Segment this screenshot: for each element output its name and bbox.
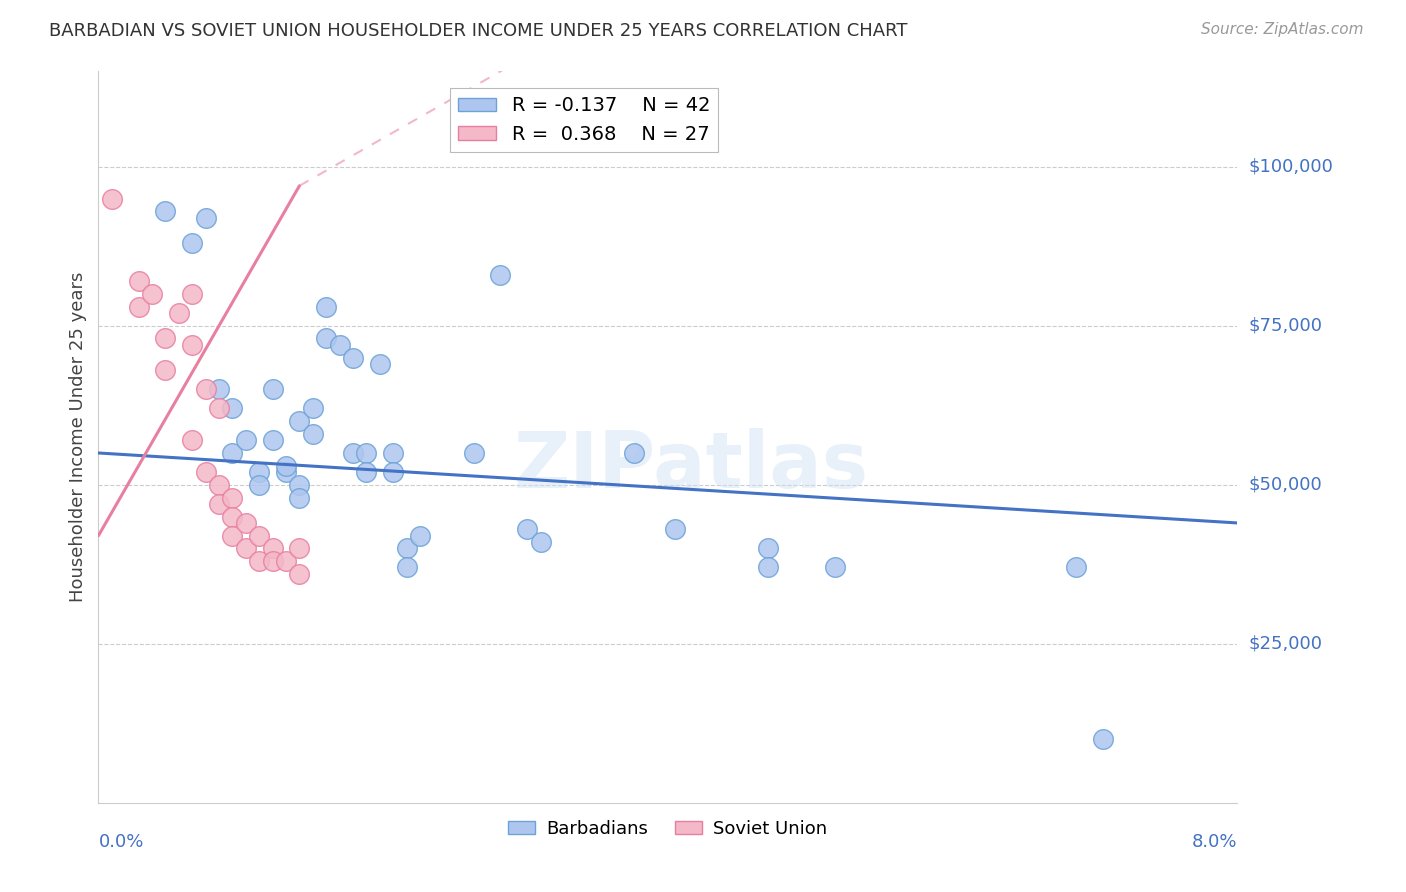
Point [221, 491, 243, 505]
Point [262, 434, 284, 448]
Y-axis label: Householder Income Under 25 years: Householder Income Under 25 years [69, 272, 87, 602]
Point [208, 477, 231, 491]
Point [155, 363, 177, 377]
Point [356, 465, 378, 479]
Point [181, 434, 204, 448]
Point [208, 383, 231, 397]
Point [167, 306, 190, 320]
Point [274, 554, 297, 568]
Point [247, 529, 270, 543]
Text: 8.0%: 8.0% [1192, 833, 1237, 851]
Point [301, 426, 323, 441]
Point [368, 357, 391, 371]
Point [516, 522, 538, 536]
Point [235, 516, 257, 530]
Point [463, 446, 485, 460]
Point [235, 541, 257, 556]
Point [274, 465, 297, 479]
Point [329, 338, 352, 352]
Point [181, 338, 204, 352]
Point [756, 560, 779, 574]
Point [342, 351, 364, 365]
Point [208, 497, 231, 511]
Text: 0.0%: 0.0% [98, 833, 143, 851]
Point [262, 554, 284, 568]
Point [409, 529, 432, 543]
Point [489, 268, 512, 282]
Point [1092, 732, 1115, 747]
Point [288, 541, 311, 556]
Point [382, 446, 405, 460]
Text: ZIPatlas: ZIPatlas [513, 428, 868, 504]
Point [301, 401, 323, 416]
Text: Source: ZipAtlas.com: Source: ZipAtlas.com [1201, 22, 1364, 37]
Text: BARBADIAN VS SOVIET UNION HOUSEHOLDER INCOME UNDER 25 YEARS CORRELATION CHART: BARBADIAN VS SOVIET UNION HOUSEHOLDER IN… [49, 22, 908, 40]
Point [1066, 560, 1088, 574]
Point [235, 434, 257, 448]
Legend: Barbadians, Soviet Union: Barbadians, Soviet Union [501, 813, 835, 845]
Point [221, 529, 243, 543]
Point [529, 535, 551, 549]
Point [181, 287, 204, 301]
Point [194, 211, 217, 225]
Text: $25,000: $25,000 [1249, 635, 1323, 653]
Point [342, 446, 364, 460]
Point [155, 331, 177, 345]
Text: $50,000: $50,000 [1249, 475, 1322, 494]
Point [221, 401, 243, 416]
Point [664, 522, 686, 536]
Point [288, 477, 311, 491]
Point [128, 300, 150, 314]
Point [288, 491, 311, 505]
Point [194, 465, 217, 479]
Point [155, 204, 177, 219]
Point [356, 446, 378, 460]
Point [288, 414, 311, 428]
Point [262, 541, 284, 556]
Point [262, 383, 284, 397]
Point [208, 401, 231, 416]
Point [382, 465, 405, 479]
Point [141, 287, 163, 301]
Point [395, 541, 418, 556]
Point [315, 331, 337, 345]
Point [221, 509, 243, 524]
Point [128, 274, 150, 288]
Point [181, 236, 204, 251]
Point [247, 477, 270, 491]
Point [315, 300, 337, 314]
Point [101, 192, 124, 206]
Point [194, 383, 217, 397]
Point [756, 541, 779, 556]
Point [274, 458, 297, 473]
Text: $100,000: $100,000 [1249, 158, 1333, 176]
Point [288, 566, 311, 581]
Point [221, 446, 243, 460]
Point [247, 465, 270, 479]
Point [395, 560, 418, 574]
Point [623, 446, 645, 460]
Text: $75,000: $75,000 [1249, 317, 1323, 334]
Point [247, 554, 270, 568]
Point [824, 560, 846, 574]
